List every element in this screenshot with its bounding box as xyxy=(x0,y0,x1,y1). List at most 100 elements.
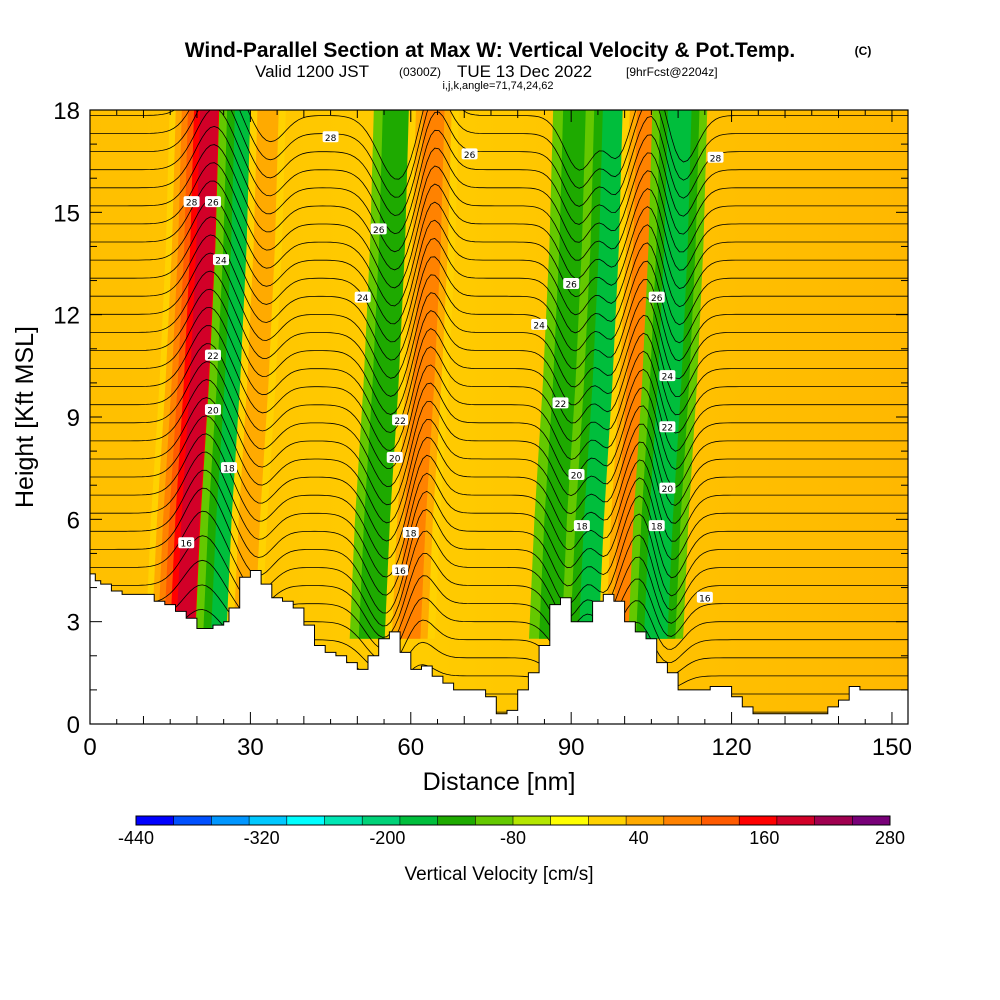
contour-label: 20 xyxy=(568,468,585,481)
y-tick-label: 6 xyxy=(67,507,80,534)
contour-label-text: 16 xyxy=(699,594,711,604)
theta-contour xyxy=(90,110,908,198)
contour-label-text: 18 xyxy=(405,529,417,539)
contour-label: 26 xyxy=(370,223,387,236)
theta-contour xyxy=(90,125,908,253)
contour-label: 16 xyxy=(178,537,195,550)
colorbar: -440 -320 -200 -80 40 160 280 xyxy=(118,815,905,848)
grid-parameters: i,j,k,angle=71,74,24,62 xyxy=(442,80,553,92)
x-tick-label: 0 xyxy=(83,734,96,761)
y-tick-label: 18 xyxy=(53,98,80,125)
x-tick-label: 60 xyxy=(397,734,424,761)
colorbar-segment xyxy=(701,816,740,825)
contour-label: 28 xyxy=(322,131,339,144)
colorbar-segment xyxy=(286,816,325,825)
colorbar-tick-label: 160 xyxy=(749,828,779,848)
contour-label-text: 24 xyxy=(357,294,369,304)
theta-contour xyxy=(90,110,908,180)
valid-time-line: Valid 1200 JST (0300Z) TUE 13 Dec 2022 [… xyxy=(255,62,718,81)
y-axis: 0 3 6 9 12 15 18 xyxy=(53,98,908,739)
contour-label: 24 xyxy=(354,291,371,304)
y-tick-label: 15 xyxy=(53,200,80,227)
contour-label-text: 24 xyxy=(662,373,674,383)
contour-label-text: 22 xyxy=(662,424,673,434)
contour-label-text: 20 xyxy=(571,471,583,481)
contour-label: 22 xyxy=(659,421,676,434)
velocity-band xyxy=(612,110,659,639)
contour-label: 26 xyxy=(204,196,221,209)
valid-time-date: TUE 13 Dec 2022 xyxy=(457,62,592,81)
contour-label: 26 xyxy=(563,277,580,290)
contour-label-text: 28 xyxy=(186,199,198,209)
theta-contours xyxy=(90,110,908,717)
contour-label-text: 26 xyxy=(373,226,385,236)
theta-contour xyxy=(90,343,908,469)
contour-label: 18 xyxy=(402,526,419,539)
contour-label: 26 xyxy=(648,291,665,304)
theta-contour xyxy=(90,487,908,614)
theta-contour xyxy=(90,306,908,433)
colorbar-segment xyxy=(324,816,363,825)
contour-label: 22 xyxy=(552,397,569,410)
theta-contour xyxy=(90,270,908,397)
colorbar-tick-label: -440 xyxy=(118,828,154,848)
colorbar-segment xyxy=(437,816,476,825)
contour-label: 22 xyxy=(204,349,221,362)
theta-contour xyxy=(90,110,908,235)
colorbar-segment xyxy=(852,816,891,825)
theta-contour xyxy=(90,288,908,415)
theta-contour xyxy=(90,180,908,307)
contour-label: 18 xyxy=(221,462,238,475)
colorbar-segment xyxy=(814,816,853,825)
colorbar-tick-label: -320 xyxy=(244,828,280,848)
contour-label-text: 20 xyxy=(207,407,219,417)
x-tick-label: 90 xyxy=(558,734,585,761)
contour-label-text: 22 xyxy=(207,352,218,362)
contour-label: 26 xyxy=(461,148,478,161)
contour-label-text: 18 xyxy=(223,465,235,475)
theta-contour xyxy=(90,397,908,524)
theta-contour xyxy=(90,216,908,343)
theta-contour xyxy=(90,510,908,627)
plot-area: 16 18 20 22 24 26 28 28 26 24 22 20 18 16 26 24 26 22 20 18… xyxy=(90,110,908,724)
velocity-band xyxy=(233,110,279,639)
contour-label-text: 28 xyxy=(710,154,722,164)
contour-label-text: 26 xyxy=(651,294,663,304)
x-axis: 0 30 60 90 120 150 xyxy=(83,110,912,761)
contour-label: 16 xyxy=(392,564,409,577)
colorbar-tick-label: -80 xyxy=(500,828,526,848)
colorbar-segment xyxy=(173,816,212,825)
theta-contour xyxy=(90,469,908,596)
theta-contour xyxy=(90,584,908,661)
y-tick-label: 0 xyxy=(67,712,80,739)
contour-label-text: 24 xyxy=(215,257,227,267)
x-tick-label: 30 xyxy=(237,734,264,761)
contour-label-text: 26 xyxy=(464,151,476,161)
colorbar-segment xyxy=(550,816,589,825)
y-axis-label: Height [Kft MSL] xyxy=(11,326,39,508)
contour-label: 24 xyxy=(659,370,676,383)
theta-contour xyxy=(90,535,908,638)
colorbar-label: Vertical Velocity [cm/s] xyxy=(404,864,593,885)
colorbar-segment xyxy=(475,816,514,825)
contour-label: 28 xyxy=(707,151,724,164)
chart-title: Wind-Parallel Section at Max W: Vertical… xyxy=(185,39,796,62)
contour-label: 24 xyxy=(212,254,229,267)
theta-contour xyxy=(90,144,908,271)
colorbar-segment xyxy=(211,816,250,825)
copyright-mark: (C) xyxy=(855,44,872,58)
theta-contour xyxy=(90,110,908,216)
velocity-band xyxy=(176,110,219,639)
velocity-bands xyxy=(145,110,708,639)
colorbar-tick-label: -200 xyxy=(369,828,405,848)
y-tick-label: 12 xyxy=(53,303,80,330)
contour-label-text: 20 xyxy=(389,454,401,464)
contour-label: 18 xyxy=(648,520,665,533)
contour-label: 22 xyxy=(392,414,409,427)
forecast-info: [9hrFcst@2204z] xyxy=(626,65,718,79)
y-tick-label: 3 xyxy=(67,610,80,637)
contour-label-text: 22 xyxy=(394,417,405,427)
terrain-mask xyxy=(90,570,908,724)
colorbar-segment xyxy=(399,816,438,825)
velocity-band xyxy=(578,110,629,639)
